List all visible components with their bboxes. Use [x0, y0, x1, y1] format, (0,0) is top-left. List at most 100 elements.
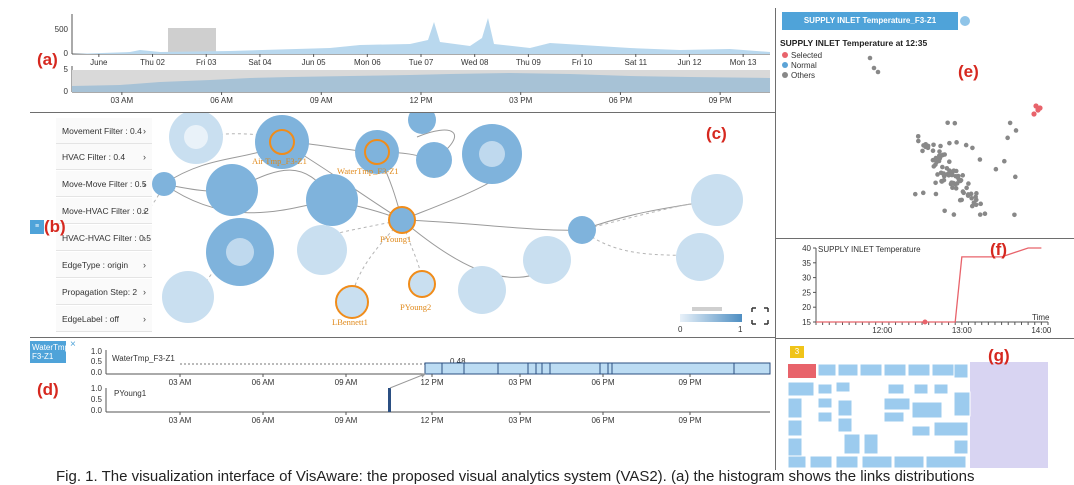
- fullscreen-icon[interactable]: [751, 307, 769, 325]
- room-zone[interactable]: [863, 433, 879, 455]
- scatter-point[interactable]: [953, 168, 959, 174]
- scatter-point[interactable]: [946, 172, 952, 178]
- scatter-point[interactable]: [977, 157, 983, 162]
- room-zone[interactable]: [809, 455, 833, 468]
- scatter-point[interactable]: [963, 142, 969, 148]
- selected-point[interactable]: [1031, 111, 1037, 117]
- zone-selected[interactable]: [788, 364, 816, 378]
- hvac-node[interactable]: [206, 164, 258, 216]
- room-zone[interactable]: [817, 411, 833, 423]
- room-zone[interactable]: [883, 411, 905, 423]
- room-zone[interactable]: [953, 439, 969, 455]
- scatter-point[interactable]: [925, 145, 931, 151]
- scatter-point[interactable]: [978, 201, 984, 207]
- hvac-node[interactable]: [676, 233, 724, 281]
- scatter-point[interactable]: [915, 134, 921, 139]
- timeline-chart[interactable]: 500 0 June Thu 02 Fri 03 Sat 04 Jun 05 Mon 06…: [30, 10, 775, 110]
- person-node[interactable]: [388, 206, 416, 234]
- person-node[interactable]: [408, 106, 436, 134]
- scatter-point[interactable]: [960, 173, 966, 178]
- room-zone[interactable]: [911, 425, 931, 437]
- person-node[interactable]: [335, 285, 369, 319]
- hvac-node[interactable]: [691, 174, 743, 226]
- scatter-point[interactable]: [974, 191, 979, 196]
- scatter-point[interactable]: [966, 181, 971, 186]
- scatter-point[interactable]: [931, 142, 936, 148]
- selected-point[interactable]: [1037, 105, 1043, 111]
- room-zone[interactable]: [787, 419, 803, 437]
- scatter-point[interactable]: [947, 159, 952, 165]
- floor-map[interactable]: [784, 342, 1050, 468]
- scatter-point[interactable]: [931, 164, 937, 169]
- hvac-node[interactable]: [255, 115, 309, 169]
- hvac-node[interactable]: [416, 142, 452, 178]
- close-icon[interactable]: ×: [70, 339, 76, 350]
- room-zone[interactable]: [911, 401, 943, 419]
- scatter-point[interactable]: [916, 138, 921, 144]
- propagation-graph[interactable]: Air Tmp_F3-Z1 WaterTmp_F3-Z1 PYoung1 LBe…: [71, 106, 775, 337]
- scatter-point[interactable]: [977, 212, 983, 217]
- scatter-point[interactable]: [920, 148, 925, 154]
- scatter-point[interactable]: [954, 140, 959, 145]
- scatter-point[interactable]: [951, 212, 957, 217]
- scatter-point[interactable]: [955, 175, 961, 180]
- scatter-point[interactable]: [959, 197, 964, 203]
- room-zone[interactable]: [837, 399, 853, 417]
- room-zone[interactable]: [861, 455, 893, 468]
- room-zone[interactable]: [835, 381, 851, 393]
- room-zone[interactable]: [843, 433, 861, 455]
- room-zone[interactable]: [887, 383, 905, 395]
- room-zone[interactable]: [837, 363, 859, 377]
- room-zone[interactable]: [933, 383, 949, 395]
- scatter-point[interactable]: [970, 145, 975, 151]
- hvac-node[interactable]: [162, 271, 214, 323]
- scatter-point[interactable]: [940, 164, 945, 170]
- floor-badge[interactable]: 3: [790, 346, 804, 358]
- selected-time-marker[interactable]: [922, 319, 928, 325]
- person-node[interactable]: [458, 266, 506, 314]
- person-node[interactable]: [523, 236, 571, 284]
- tab-supply-inlet[interactable]: SUPPLY INLET Temperature_F3-Z1: [782, 12, 958, 30]
- scatter-point[interactable]: [948, 181, 954, 187]
- scatter-point[interactable]: [938, 143, 943, 149]
- room-zone[interactable]: [907, 363, 931, 377]
- room-zone[interactable]: [817, 397, 833, 409]
- scatter-point[interactable]: [953, 186, 959, 191]
- scatter-point[interactable]: [912, 191, 918, 197]
- scatter-point[interactable]: [867, 55, 873, 61]
- filter-hvac[interactable]: HVAC Filter : 0.4 ›: [56, 144, 152, 170]
- scatter-point[interactable]: [1012, 212, 1017, 218]
- room-zone[interactable]: [893, 455, 925, 468]
- scatter-point[interactable]: [935, 172, 940, 177]
- hvac-node[interactable]: [355, 130, 399, 174]
- scatter-point[interactable]: [933, 191, 939, 197]
- filter-move-hvac[interactable]: Move-HVAC Filter : 0.2 ›: [56, 198, 152, 224]
- room-zone[interactable]: [837, 417, 853, 433]
- scatter-point[interactable]: [952, 181, 958, 187]
- hvac-node[interactable]: [152, 172, 176, 196]
- room-zone[interactable]: [883, 363, 907, 377]
- room-zone[interactable]: [925, 455, 967, 468]
- scatter-point[interactable]: [952, 120, 958, 126]
- scatter-point[interactable]: [937, 149, 942, 154]
- scatter-point[interactable]: [930, 148, 936, 154]
- zone-large[interactable]: [970, 362, 1048, 468]
- scatter-point[interactable]: [964, 185, 969, 191]
- scatter-point[interactable]: [933, 180, 938, 186]
- scatter-point[interactable]: [921, 143, 926, 148]
- scatter-point[interactable]: [982, 211, 988, 217]
- room-zone[interactable]: [883, 397, 911, 411]
- room-zone[interactable]: [931, 363, 955, 377]
- line-chart[interactable]: SUPPLY INLET Temperature Time 40 35 30 25 20…: [778, 240, 1070, 336]
- person-node[interactable]: [297, 225, 347, 275]
- room-zone[interactable]: [787, 397, 803, 419]
- room-zone[interactable]: [817, 363, 837, 377]
- scatter-point[interactable]: [920, 190, 926, 196]
- scatter-point[interactable]: [945, 120, 950, 126]
- filter-hvac-hvac[interactable]: HVAC-HVAC Filter : 0.5 ›: [56, 225, 152, 251]
- room-zone[interactable]: [859, 363, 883, 377]
- scatter-point[interactable]: [944, 166, 950, 171]
- scatter-point[interactable]: [947, 140, 952, 146]
- selected-point[interactable]: [1033, 103, 1039, 109]
- tab-close-icon[interactable]: [960, 16, 970, 26]
